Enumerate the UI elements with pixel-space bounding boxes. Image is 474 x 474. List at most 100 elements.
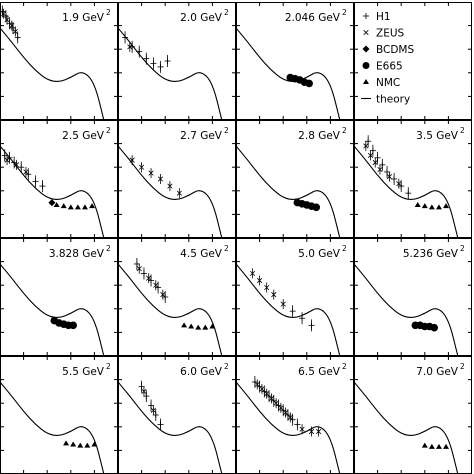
panel-q2-label: 2.5 GeV (62, 130, 105, 142)
panel-frame (118, 120, 236, 238)
panel-frame (0, 120, 118, 238)
data-point-nmc (414, 201, 421, 207)
panel-q2-label: 3.5 GeV (416, 130, 459, 142)
legend-label: BCDMS (376, 44, 414, 56)
theory-curve (235, 145, 341, 239)
legend-bcdms-marker (362, 45, 370, 53)
data-point-nmc (435, 443, 442, 449)
panel-q2-label: 6.0 GeV (180, 366, 223, 378)
data-point-nmc (443, 203, 450, 209)
legend-e665-marker (362, 62, 370, 69)
panel-q2-exponent: 2 (224, 244, 229, 253)
panel-q2-exponent: 2 (460, 362, 465, 371)
legend: H1 ZEUS BCDMS E665 NMC theory (361, 11, 414, 106)
panel-16: 7.0 GeV 2 (353, 356, 472, 474)
theory-curve (235, 263, 341, 357)
panel-q2-label: 1.9 GeV (62, 12, 105, 24)
panel-8: 3.5 GeV 2 (353, 120, 472, 239)
panel-10: 4.5 GeV 2 (117, 238, 236, 357)
data-point-nmc (60, 203, 67, 209)
panel-q2-exponent: 2 (106, 362, 111, 371)
panel-q2-label: 2.8 GeV (298, 130, 341, 142)
panel-14: 6.0 GeV 2 (117, 356, 236, 474)
theory-curve (235, 381, 341, 474)
theory-curve (117, 27, 223, 121)
panel-3: 2.046 GeV 2 (235, 2, 354, 121)
data-point-nmc (67, 204, 74, 210)
panel-q2-label: 2.7 GeV (180, 130, 223, 142)
data-point-nmc (74, 204, 81, 210)
theory-curve (353, 263, 459, 357)
panel-15: 6.5 GeV 2 (235, 356, 354, 474)
data-point-nmc (421, 203, 428, 209)
theory-curve (117, 381, 223, 474)
panel-q2-label: 5.5 GeV (62, 366, 105, 378)
data-point-nmc (202, 324, 209, 330)
panel-7: 2.8 GeV 2 (235, 120, 354, 239)
data-point-nmc (209, 323, 216, 329)
data-point-nmc (443, 443, 450, 449)
theory-curve (117, 145, 223, 239)
data-point-bcdms (48, 199, 56, 207)
theory-curve (0, 381, 105, 474)
panel-frame (0, 2, 118, 120)
legend-label: theory (376, 94, 410, 106)
panel-q2-label: 2.0 GeV (180, 12, 223, 24)
panel-q2-label: 4.5 GeV (180, 248, 223, 260)
theory-curve (0, 27, 105, 121)
data-point-nmc (89, 203, 96, 209)
panel-frame (0, 238, 118, 356)
panel-13: 5.5 GeV 2 (0, 356, 118, 474)
data-point-nmc (428, 204, 435, 210)
panel-q2-exponent: 2 (342, 244, 347, 253)
panel-q2-label: 5.236 GeV (403, 248, 459, 260)
data-point-e665 (430, 323, 439, 332)
data-point-nmc (421, 442, 428, 448)
data-point-nmc (188, 323, 195, 329)
panel-q2-exponent: 2 (106, 126, 111, 135)
panel-q2-exponent: 2 (342, 362, 347, 371)
theory-curve (353, 145, 459, 239)
theory-curve (0, 145, 105, 239)
theory-curve (353, 381, 459, 474)
panel-q2-exponent: 2 (224, 126, 229, 135)
panel-5: 2.5 GeV 2 (0, 120, 118, 239)
data-point-nmc (77, 442, 84, 448)
panel-q2-exponent: 2 (106, 244, 111, 253)
panel-frame (118, 238, 236, 356)
data-point-nmc (70, 441, 77, 447)
panel-q2-label: 7.0 GeV (416, 366, 459, 378)
panel-q2-exponent: 2 (342, 126, 347, 135)
data-point-nmc (53, 201, 60, 207)
panel-q2-label: 2.046 GeV (285, 12, 341, 24)
panel-q2-exponent: 2 (460, 126, 465, 135)
data-point-nmc (195, 324, 202, 330)
panel-4: H1 ZEUS BCDMS E665 NMC theory (354, 2, 472, 120)
data-point-nmc (81, 204, 88, 210)
theory-curve (0, 263, 105, 357)
panel-frame (236, 120, 354, 238)
panel-6: 2.7 GeV 2 (117, 120, 236, 239)
data-point-nmc (435, 204, 442, 210)
panel-frame (354, 2, 472, 120)
panel-q2-exponent: 2 (224, 362, 229, 371)
theory-curve (117, 263, 223, 357)
data-point-nmc (91, 441, 98, 447)
panel-q2-exponent: 2 (224, 8, 229, 17)
panel-frame (236, 2, 354, 120)
legend-label: ZEUS (376, 28, 405, 40)
legend-nmc-marker (363, 79, 369, 84)
data-point-nmc (181, 322, 188, 328)
theory-curve (235, 27, 341, 121)
data-point-e665 (305, 79, 313, 88)
panel-q2-exponent: 2 (460, 244, 465, 253)
data-point-nmc (428, 443, 435, 449)
data-point-nmc (63, 440, 70, 446)
panel-2: 2.0 GeV 2 (117, 2, 236, 121)
panel-1: 1.9 GeV 2 (0, 2, 118, 121)
panel-frame (354, 238, 472, 356)
data-point-e665 (312, 203, 321, 212)
data-point-nmc (84, 442, 91, 448)
panel-frame (236, 238, 354, 356)
